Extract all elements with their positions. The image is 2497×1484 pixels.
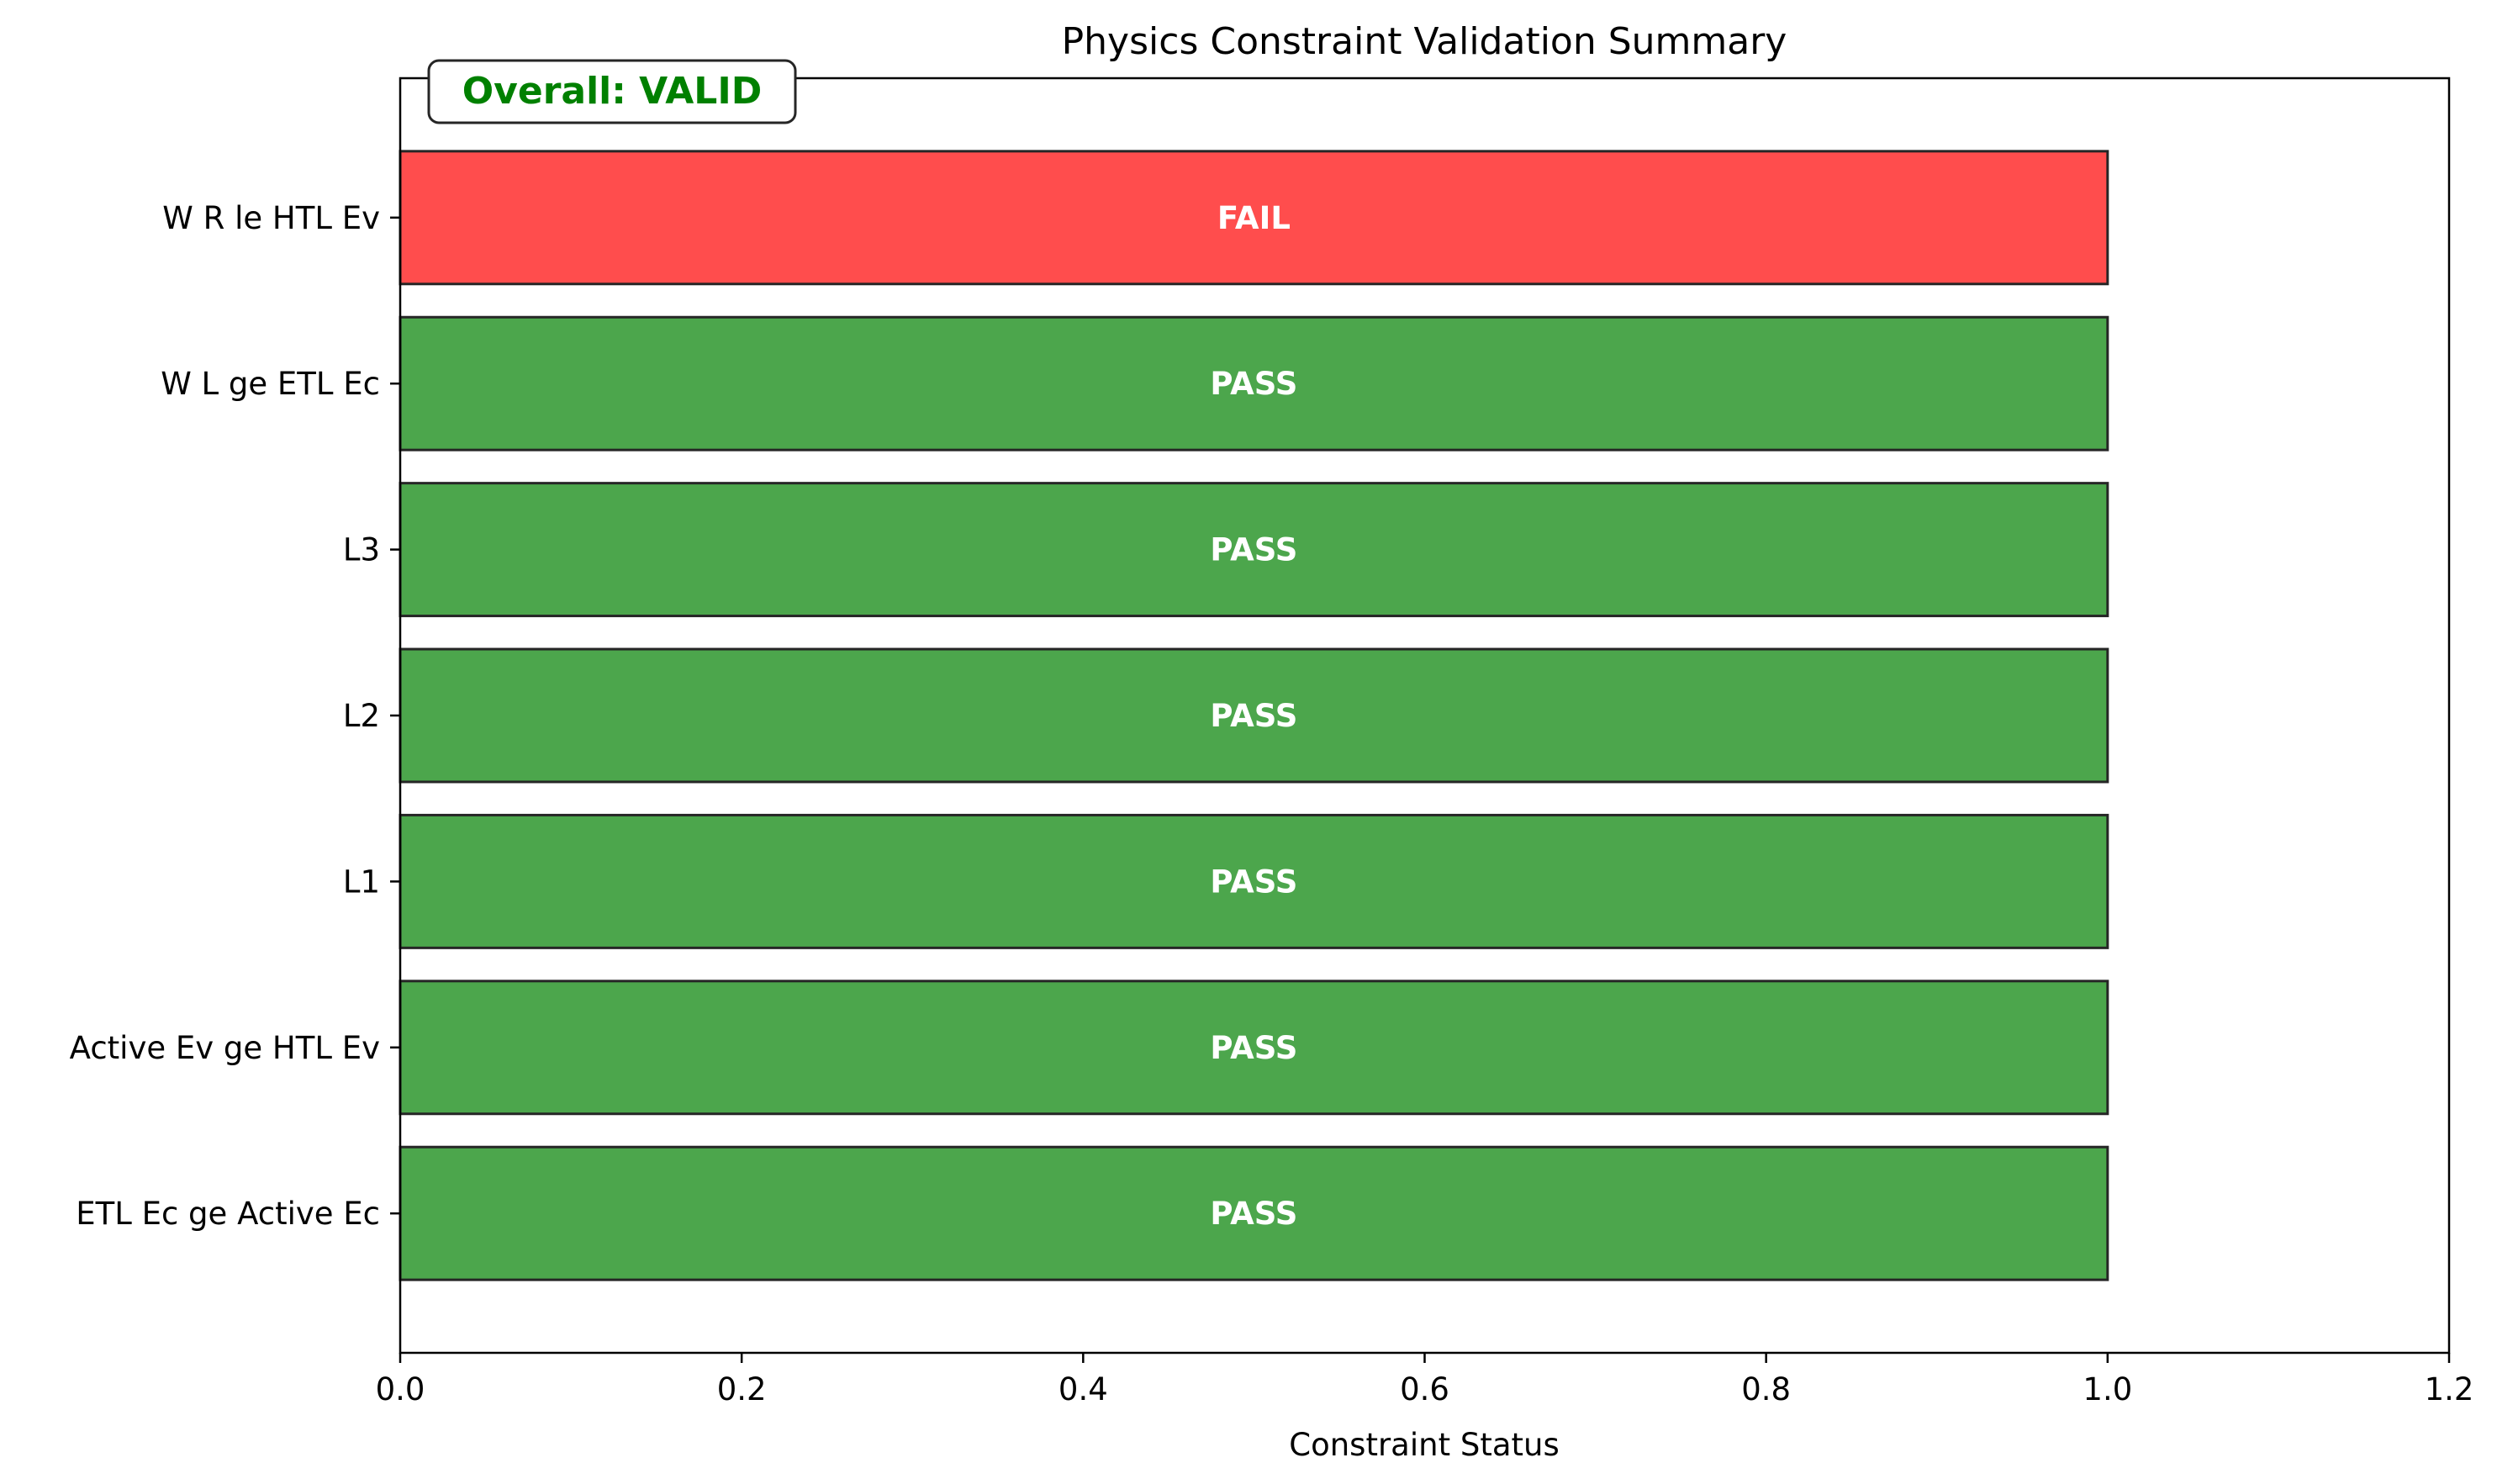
x-axis-label: Constraint Status	[1289, 1427, 1560, 1463]
y-tick-label: W R le HTL Ev	[162, 200, 380, 236]
y-tick-label: L3	[343, 532, 380, 568]
x-tick-label: 0.6	[1400, 1371, 1449, 1407]
bar-pass	[399, 813, 2109, 949]
y-tick-label: W L ge ETL Ec	[161, 366, 380, 402]
overall-status-badge: Overall: VALID	[427, 59, 797, 124]
bar-pass	[399, 1145, 2109, 1281]
bar-pass	[399, 980, 2109, 1116]
y-tick-label: Active Ev ge HTL Ev	[70, 1030, 380, 1066]
x-tick-label: 0.0	[376, 1371, 425, 1407]
bar-status-label: PASS	[1210, 1196, 1297, 1232]
overall-status-text: Overall: VALID	[462, 70, 762, 113]
x-tick-label: 1.2	[2425, 1371, 2474, 1407]
bar-status-label: PASS	[1210, 366, 1297, 402]
x-tick-label: 0.2	[717, 1371, 767, 1407]
y-tick-label: ETL Ec ge Active Ec	[76, 1196, 380, 1232]
bar-status-label: FAIL	[1217, 200, 1291, 236]
y-tick-label: L1	[343, 863, 380, 900]
bar-pass	[399, 647, 2109, 784]
bar-fail	[399, 150, 2109, 286]
chart-title: Physics Constraint Validation Summary	[1062, 20, 1787, 63]
bar-status-label: PASS	[1210, 863, 1297, 900]
y-tick-label: L2	[343, 698, 380, 734]
y-axis: ETL Ec ge Active Ec Active Ev ge HTL Ev L1…	[70, 200, 400, 1232]
x-tick-label: 0.4	[1058, 1371, 1108, 1407]
x-tick-label: 0.8	[1741, 1371, 1791, 1407]
bar-status-label: PASS	[1210, 698, 1297, 734]
overall-status-box	[427, 59, 797, 124]
bar-group	[399, 150, 2109, 1281]
bar-status-label: PASS	[1210, 1030, 1297, 1066]
bar-label-group: PASS PASS PASS PASS PASS PASS FAIL	[1210, 200, 1297, 1232]
bar-pass	[399, 482, 2109, 618]
x-axis: 0.0 0.2 0.4 0.6 0.8 1.0 1.2	[376, 1353, 2474, 1407]
x-tick-label: 1.0	[2083, 1371, 2132, 1407]
bar-pass	[399, 315, 2109, 452]
bar-status-label: PASS	[1210, 532, 1297, 568]
